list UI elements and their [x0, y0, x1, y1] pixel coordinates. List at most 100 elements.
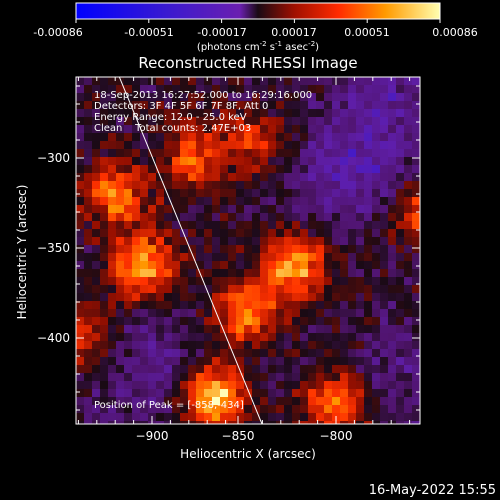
heatmap-cell [412, 421, 420, 424]
heatmap-cell [300, 173, 308, 181]
heatmap-cell [228, 261, 236, 269]
heatmap-cell [92, 405, 100, 413]
heatmap-cell [188, 285, 196, 293]
heatmap-cell [148, 285, 156, 293]
heatmap-cell [284, 253, 292, 261]
heatmap-cell [396, 285, 404, 293]
heatmap-cell [300, 141, 308, 149]
heatmap-cell [308, 405, 316, 413]
heatmap-cell [244, 285, 252, 293]
heatmap-cell [268, 349, 276, 357]
heatmap-cell [204, 365, 212, 373]
heatmap-cell [252, 301, 260, 309]
heatmap-cell [92, 101, 100, 109]
heatmap-cell [76, 421, 84, 424]
heatmap-cell [140, 309, 148, 317]
heatmap-cell [108, 381, 116, 389]
heatmap-cell [236, 229, 244, 237]
heatmap-cell [140, 293, 148, 301]
heatmap-cell [132, 213, 140, 221]
heatmap-cell [396, 117, 404, 125]
heatmap-cell [252, 237, 260, 245]
heatmap-cell [92, 229, 100, 237]
heatmap-cell [252, 221, 260, 229]
heatmap-cell [100, 101, 108, 109]
heatmap-cell [100, 189, 108, 197]
heatmap-cell [300, 133, 308, 141]
heatmap-cell [124, 245, 132, 253]
heatmap-cell [140, 333, 148, 341]
heatmap-cell [116, 277, 124, 285]
heatmap-cell [92, 365, 100, 373]
heatmap-cell [316, 181, 324, 189]
heatmap-cell [356, 93, 364, 101]
heatmap-cell [268, 293, 276, 301]
heatmap-cell [108, 157, 116, 165]
heatmap-cell [188, 173, 196, 181]
heatmap-cell [268, 117, 276, 125]
heatmap-cell [116, 173, 124, 181]
heatmap-cell [308, 301, 316, 309]
heatmap-cell [252, 389, 260, 397]
heatmap-cell [356, 245, 364, 253]
heatmap-cell [268, 173, 276, 181]
heatmap-cell [172, 261, 180, 269]
heatmap-cell [292, 181, 300, 189]
heatmap-cell [84, 77, 92, 85]
heatmap-cell [236, 165, 244, 173]
heatmap-cell [172, 157, 180, 165]
heatmap-cell [76, 309, 84, 317]
heatmap-cell [228, 341, 236, 349]
heatmap-cell [404, 93, 412, 101]
heatmap-cell [100, 197, 108, 205]
heatmap-cell [156, 205, 164, 213]
heatmap-cell [156, 293, 164, 301]
heatmap-cell [292, 397, 300, 405]
heatmap-cell [380, 141, 388, 149]
heatmap-cell [132, 413, 140, 421]
heatmap-cell [404, 101, 412, 109]
heatmap-cell [124, 357, 132, 365]
heatmap-cell [276, 101, 284, 109]
heatmap-cell [76, 149, 84, 157]
heatmap-cell [356, 381, 364, 389]
heatmap-cell [100, 373, 108, 381]
heatmap-cell [204, 245, 212, 253]
heatmap-cell [308, 117, 316, 125]
heatmap-cell [404, 261, 412, 269]
heatmap-cell [236, 349, 244, 357]
heatmap-cell [196, 357, 204, 365]
heatmap-cell [260, 373, 268, 381]
heatmap-cell [148, 101, 156, 109]
heatmap-cell [308, 101, 316, 109]
heatmap-cell [76, 229, 84, 237]
heatmap-cell [324, 389, 332, 397]
heatmap-cell [156, 157, 164, 165]
heatmap-cell [292, 277, 300, 285]
heatmap-cell [364, 245, 372, 253]
heatmap-cell [204, 349, 212, 357]
heatmap-cell [292, 237, 300, 245]
heatmap-cell [324, 197, 332, 205]
heatmap-cell [284, 277, 292, 285]
heatmap-cell [220, 213, 228, 221]
heatmap-cell [276, 253, 284, 261]
heatmap-cell [108, 77, 116, 85]
heatmap-cell [388, 93, 396, 101]
heatmap-cell [116, 237, 124, 245]
heatmap-cell [84, 333, 92, 341]
heatmap-cell [180, 285, 188, 293]
heatmap-cell [220, 253, 228, 261]
heatmap-cell [164, 349, 172, 357]
heatmap-cell [180, 181, 188, 189]
heatmap-cell [164, 229, 172, 237]
heatmap-cell [372, 77, 380, 85]
heatmap-cell [84, 317, 92, 325]
heatmap-cell [340, 85, 348, 93]
heatmap-cell [148, 309, 156, 317]
heatmap-cell [324, 149, 332, 157]
heatmap-cell [244, 237, 252, 245]
heatmap-cell [276, 85, 284, 93]
heatmap-cell [268, 269, 276, 277]
heatmap-cell [372, 229, 380, 237]
